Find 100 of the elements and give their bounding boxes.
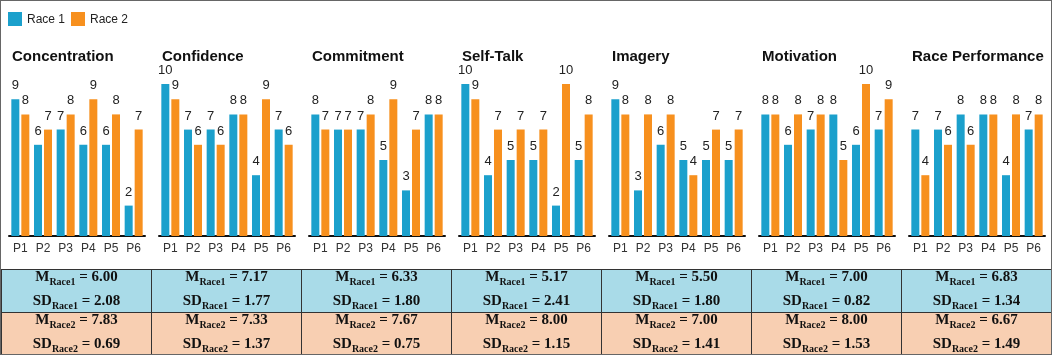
data-label: 8 <box>667 92 675 108</box>
bar <box>712 129 720 236</box>
text: M$_{Race1}$ = 7.00 <box>785 267 868 289</box>
text: M$_{Race2}$ = 7.67 <box>335 310 418 332</box>
text: M$_{Race2}$ = 8.00 <box>485 310 568 332</box>
data-label: 8 <box>979 92 987 108</box>
text: M$_{Race2}$ = 6.67 <box>935 310 1018 332</box>
data-label: 3 <box>634 168 642 184</box>
bar <box>702 160 710 236</box>
bar <box>274 129 283 236</box>
data-label: 8 <box>621 92 629 108</box>
chart-title: Commitment <box>312 47 404 64</box>
bar <box>562 84 570 236</box>
data-label: 5 <box>679 138 687 153</box>
data-label: 8 <box>989 92 997 108</box>
data-label: 7 <box>412 107 420 123</box>
bar <box>956 114 965 236</box>
bar <box>644 114 652 236</box>
text: M$_{Race1}$ = 6.00 <box>35 267 118 289</box>
data-label: 7 <box>807 107 815 123</box>
data-label: 6 <box>194 122 202 138</box>
bar <box>666 114 675 236</box>
x-tick-label: P4 <box>680 241 696 255</box>
data-label: 5 <box>839 138 847 153</box>
data-label: 5 <box>575 138 583 153</box>
data-label: 4 <box>921 153 929 169</box>
data-label: 7 <box>57 107 65 123</box>
bar <box>321 129 330 236</box>
bar <box>911 129 920 236</box>
data-label: 7 <box>275 107 283 123</box>
x-tick-label: P6 <box>426 241 442 255</box>
bar <box>734 129 743 236</box>
bar <box>461 84 470 236</box>
bar <box>794 114 802 236</box>
bar <box>574 160 583 236</box>
text: SD$_{Race1}$ = 1.80 <box>332 292 421 311</box>
data-label: 7 <box>712 107 720 123</box>
data-label: 10 <box>158 62 173 77</box>
bar <box>344 129 352 236</box>
bar <box>934 129 942 236</box>
bar <box>724 160 733 236</box>
text: M$_{Race1}$ = 6.33 <box>335 267 418 289</box>
data-label: 8 <box>21 92 29 108</box>
legend-label: Race 2 <box>90 12 129 26</box>
data-label: 3 <box>402 168 410 184</box>
data-label: 10 <box>558 62 574 77</box>
text: SD$_{Race1}$ = 2.08 <box>32 292 121 311</box>
x-tick-label: P4 <box>230 241 246 255</box>
bar <box>44 129 52 236</box>
bar <box>921 175 930 236</box>
bar <box>761 114 770 236</box>
bar <box>552 205 560 236</box>
bar <box>874 129 883 236</box>
bar <box>1034 114 1043 236</box>
bar <box>229 114 238 236</box>
data-label: 7 <box>357 107 365 123</box>
x-tick-label: P3 <box>508 241 524 255</box>
bar <box>944 144 952 236</box>
bar <box>21 114 30 236</box>
x-tick-label: P4 <box>980 241 996 255</box>
x-tick-label: P6 <box>276 241 292 255</box>
x-tick-label: P3 <box>958 241 974 255</box>
chart-title: Imagery <box>612 47 671 64</box>
bar <box>389 99 398 236</box>
bar <box>816 114 825 236</box>
bar <box>124 205 133 236</box>
text: M$_{Race2}$ = 8.00 <box>785 310 868 332</box>
bar <box>829 114 838 236</box>
text: SD$_{Race1}$ = 1.80 <box>632 292 721 311</box>
bar <box>989 114 998 236</box>
bar <box>434 114 443 236</box>
x-tick-label: P2 <box>635 241 651 255</box>
text: M$_{Race2}$ = 7.83 <box>35 310 118 332</box>
x-tick-label: P1 <box>612 241 628 255</box>
bar <box>584 114 593 236</box>
x-tick-label: P1 <box>462 241 478 255</box>
x-tick-label: P6 <box>126 241 142 255</box>
bar <box>1002 175 1010 236</box>
bar <box>262 99 270 236</box>
data-label: 6 <box>784 122 792 138</box>
x-tick-label: P5 <box>1003 241 1019 255</box>
data-label: 8 <box>425 92 433 108</box>
data-label: 4 <box>252 153 260 169</box>
data-label: 8 <box>229 92 237 108</box>
bar <box>194 144 202 236</box>
x-tick-label: P2 <box>935 241 951 255</box>
data-label: 7 <box>934 107 942 123</box>
text: M$_{Race2}$ = 7.00 <box>635 310 718 332</box>
data-label: 8 <box>761 92 769 108</box>
data-label: 7 <box>207 107 215 123</box>
data-label: 7 <box>911 107 919 123</box>
x-tick-label: P2 <box>35 241 51 255</box>
x-tick-label: P6 <box>726 241 742 255</box>
x-tick-label: P6 <box>876 241 892 255</box>
data-label: 7 <box>321 107 329 123</box>
x-tick-label: P2 <box>485 241 501 255</box>
data-label: 7 <box>184 107 192 123</box>
x-tick-label: P3 <box>808 241 824 255</box>
bar <box>34 144 42 236</box>
x-tick-label: P5 <box>553 241 569 255</box>
